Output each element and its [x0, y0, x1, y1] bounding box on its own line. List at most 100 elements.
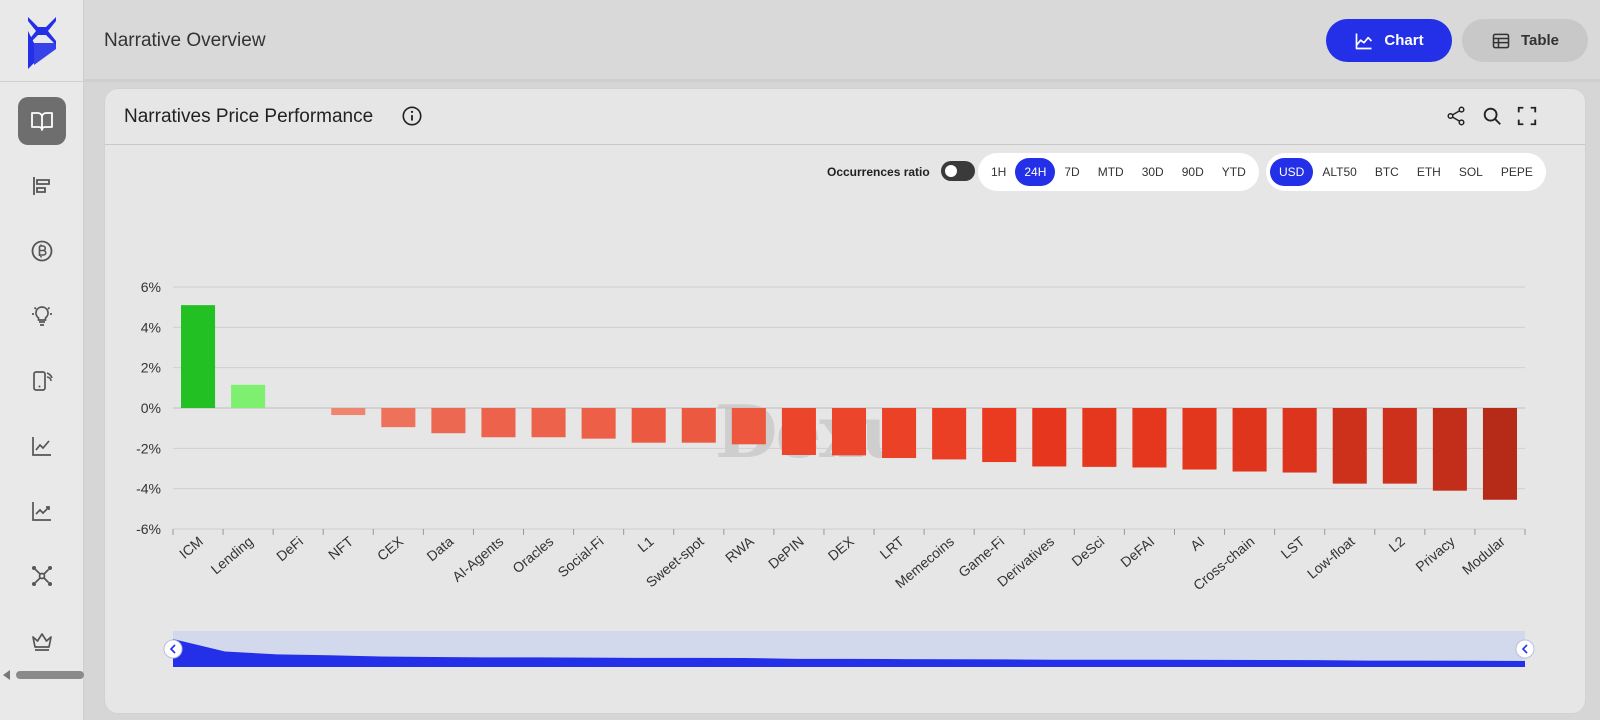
currency-sol[interactable]: SOL — [1458, 165, 1483, 179]
table-view-button[interactable]: Table — [1462, 19, 1588, 62]
bar-social-fi — [581, 408, 616, 439]
scroll-left-icon[interactable] — [3, 670, 10, 680]
x-tick-label: AI-Agents — [449, 533, 506, 585]
x-tick-label: DeFAI — [1117, 533, 1157, 570]
bar-depin — [781, 408, 816, 455]
chevron-left-icon — [169, 644, 176, 654]
x-tick-label: Oracles — [509, 533, 556, 576]
line-chart-icon — [32, 437, 51, 456]
phone-signal-icon — [33, 371, 53, 391]
bar-memecoins — [932, 408, 967, 460]
chevron-left-icon — [1521, 644, 1528, 654]
x-tick-label: Low-float — [1304, 533, 1358, 582]
nav-overview[interactable] — [18, 162, 66, 210]
timeframe-selector: 1H 24H 7D MTD 30D 90D YTD — [978, 153, 1259, 191]
y-tick-label: 6% — [141, 279, 161, 295]
bar-l2 — [1382, 408, 1417, 484]
x-tick-label: Lending — [208, 533, 256, 577]
chart-view-button[interactable]: Chart — [1326, 19, 1452, 62]
toggle-knob — [945, 165, 957, 177]
x-tick-label: Privacy — [1412, 533, 1457, 575]
bar-icm — [181, 305, 216, 408]
crown-icon — [32, 633, 52, 651]
x-tick-label: Data — [423, 533, 456, 564]
bitcoin-icon — [31, 240, 53, 262]
x-tick-label: Social-Fi — [555, 533, 607, 580]
y-tick-label: 2% — [141, 360, 161, 376]
bar-desci — [1082, 408, 1117, 467]
x-tick-label: DePIN — [765, 533, 807, 572]
currency-selector: USD ALT50 BTC ETH SOL PEPE — [1266, 153, 1546, 191]
bar-lst — [1282, 408, 1317, 473]
bar-data — [431, 408, 466, 434]
nav-narratives[interactable] — [18, 97, 66, 145]
x-tick-label: L2 — [1386, 533, 1408, 555]
x-tick-label: DeSci — [1068, 533, 1107, 569]
sidebar — [0, 0, 84, 720]
info-icon[interactable] — [401, 105, 423, 127]
nav-analytics[interactable] — [18, 487, 66, 535]
page-title: Narrative Overview — [104, 30, 266, 51]
x-tick-label: DeFi — [273, 533, 306, 564]
currency-pepe[interactable]: PEPE — [1500, 165, 1533, 179]
nav-premium[interactable] — [18, 617, 66, 665]
sidebar-scrollbar[interactable] — [0, 668, 84, 682]
currency-usd[interactable]: USD — [1270, 158, 1314, 186]
table-view-label: Table — [1520, 32, 1560, 49]
currency-eth[interactable]: ETH — [1416, 165, 1441, 179]
align-bars-icon — [33, 177, 50, 195]
fullscreen-icon[interactable] — [1516, 105, 1538, 127]
nav-bitcoin[interactable] — [18, 227, 66, 275]
timeframe-1h[interactable]: 1H — [991, 165, 1007, 179]
network-icon — [32, 566, 52, 586]
timeframe-7d[interactable]: 7D — [1064, 165, 1080, 179]
x-tick-label: CEX — [374, 533, 407, 564]
timeframe-ytd[interactable]: YTD — [1221, 165, 1246, 179]
chart-view-label: Chart — [1384, 32, 1424, 49]
card-header: Narratives Price Performance — [105, 89, 1585, 145]
y-tick-label: -6% — [136, 521, 161, 537]
nav-insights[interactable] — [18, 292, 66, 340]
y-tick-label: -4% — [136, 481, 161, 497]
zoom-handle-left[interactable] — [163, 639, 183, 659]
card-title: Narratives Price Performance — [124, 106, 374, 127]
occurrences-ratio-label: Occurrences ratio — [827, 165, 930, 179]
bar-cex — [381, 408, 416, 428]
x-tick-label: ICM — [176, 533, 206, 562]
x-tick-label: LST — [1278, 533, 1308, 562]
bar-rwa — [731, 408, 766, 445]
bar-lending — [231, 384, 266, 408]
bar-lrt — [882, 408, 917, 459]
lightbulb-icon — [32, 306, 52, 326]
bar-chart: 6% 4% 2% 0% -2% -4% -6% ICM Lending DeFi NFT CEX Dat… — [136, 279, 1535, 667]
bar-game-fi — [982, 408, 1017, 463]
table-icon — [1492, 33, 1510, 48]
x-tick-label: LRT — [877, 533, 908, 562]
book-open-icon — [31, 112, 53, 131]
timeframe-mtd[interactable]: MTD — [1097, 165, 1124, 179]
bar-defai — [1132, 408, 1167, 468]
brand-logo[interactable] — [0, 0, 84, 82]
timeframe-30d[interactable]: 30D — [1141, 165, 1164, 179]
scrollbar-thumb[interactable] — [16, 671, 84, 679]
nav-network[interactable] — [18, 552, 66, 600]
zoom-handle-right[interactable] — [1515, 639, 1535, 659]
brand-logo-icon — [28, 16, 56, 69]
occurrences-ratio-toggle[interactable] — [941, 161, 975, 181]
bar-modular — [1482, 408, 1517, 500]
currency-btc[interactable]: BTC — [1374, 165, 1399, 179]
search-icon[interactable] — [1481, 105, 1503, 127]
bar-dex — [831, 408, 867, 456]
nav-trends[interactable] — [18, 422, 66, 470]
x-tick-label: Modular — [1459, 533, 1508, 578]
bar-nft — [331, 408, 366, 416]
y-tick-label: 4% — [141, 319, 161, 335]
nav-mobile[interactable] — [18, 357, 66, 405]
share-icon[interactable] — [1445, 105, 1467, 127]
currency-alt50[interactable]: ALT50 — [1322, 165, 1357, 179]
x-tick-label: DEX — [825, 533, 858, 564]
timeframe-90d[interactable]: 90D — [1181, 165, 1204, 179]
x-tick-label: RWA — [722, 533, 757, 566]
timeframe-24h[interactable]: 24H — [1015, 158, 1056, 186]
trend-chart-icon — [32, 502, 51, 521]
